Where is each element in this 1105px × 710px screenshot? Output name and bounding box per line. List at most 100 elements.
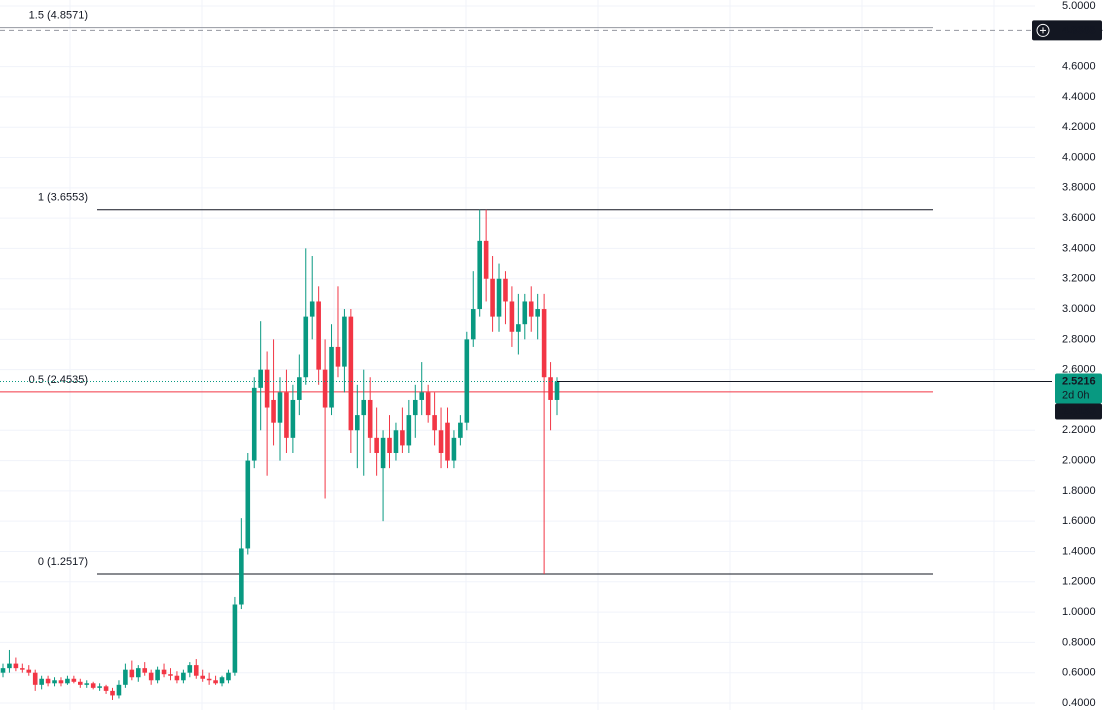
candle-body (271, 399, 276, 423)
candle-body (412, 399, 418, 416)
candle-body (355, 415, 360, 431)
candle-body (496, 278, 502, 317)
candle-body (116, 684, 122, 696)
candle-body (206, 678, 212, 681)
candle-body (522, 301, 528, 325)
candle-body (20, 668, 25, 670)
y-tick-label: 1.6000 (1062, 515, 1096, 527)
candle-body (90, 683, 96, 688)
candle-body (258, 369, 263, 388)
candle-body (0, 668, 6, 673)
y-tick-label: 4.6000 (1062, 61, 1096, 73)
candle-body (239, 548, 244, 605)
candle-body (65, 678, 70, 684)
candle-body (187, 665, 193, 673)
candle-body (168, 674, 173, 676)
candle-body (503, 278, 508, 302)
candle-body (477, 240, 482, 310)
candle-body (264, 369, 270, 408)
y-tick-label: 1.2000 (1062, 576, 1096, 588)
y-tick-label: 3.4000 (1062, 242, 1096, 254)
last-price: 2.5216 (1062, 375, 1096, 387)
candle-body (367, 399, 373, 438)
candle-body (483, 240, 489, 279)
y-tick-label: 1.0000 (1062, 606, 1096, 618)
y-tick-label: 2.2000 (1062, 424, 1096, 436)
candle-body (32, 672, 38, 685)
candle-body (548, 377, 553, 400)
candle-body (348, 316, 354, 431)
y-tick-label: 3.8000 (1062, 182, 1096, 194)
candle-body (329, 346, 334, 408)
candle-body (155, 669, 160, 681)
candle-body (219, 677, 225, 684)
candle-body (97, 686, 102, 688)
y-tick-label: 3.2000 (1062, 273, 1096, 285)
candle-body (309, 301, 315, 317)
candle-body (45, 678, 51, 684)
candle-body (181, 672, 186, 681)
candle-body (213, 680, 218, 684)
candle-body (393, 430, 399, 453)
candle-body (174, 675, 180, 681)
plus-icon (1036, 23, 1050, 37)
candle-body (251, 387, 257, 461)
candle-body (71, 678, 77, 682)
candle-body (297, 377, 302, 400)
second-price-box (1055, 403, 1102, 420)
candle-body (103, 686, 109, 691)
crosshair-label-box (1032, 20, 1102, 41)
candle-body (516, 324, 521, 332)
y-tick-label: 0.8000 (1062, 636, 1096, 648)
candle-body (110, 690, 115, 696)
y-tick-label: 3.6000 (1062, 212, 1096, 224)
candle-body (438, 430, 444, 453)
candle-body (554, 381, 560, 400)
y-tick-label: 1.4000 (1062, 545, 1096, 557)
candle-body (432, 415, 437, 431)
candle-body (470, 309, 476, 340)
candle-body (142, 668, 148, 673)
candle-body (380, 437, 386, 469)
y-tick-label: 2.6000 (1062, 364, 1096, 376)
y-tick-label: 0.6000 (1062, 667, 1096, 679)
candle-body (232, 604, 238, 673)
candle-body (361, 399, 367, 416)
candle-body (84, 683, 90, 685)
y-tick-label: 0.4000 (1062, 697, 1096, 709)
y-tick-label: 5.0000 (1062, 0, 1096, 12)
candle-body (129, 669, 135, 678)
candle-body (52, 680, 57, 684)
candle-body (387, 437, 392, 453)
candle-body (148, 672, 154, 681)
fib-label: 0.5 (2.4535) (29, 374, 88, 386)
candle-body (535, 309, 540, 317)
candle-body (303, 316, 309, 378)
candle-body (464, 339, 470, 423)
countdown: 2d 0h (1062, 389, 1090, 401)
candle-body (123, 669, 128, 685)
fib-label: 0 (1.2517) (38, 556, 88, 568)
candle-body (425, 392, 431, 416)
candle-body (509, 301, 515, 332)
candle-body (541, 309, 547, 378)
candle-body (200, 675, 205, 679)
y-tick-label: 4.4000 (1062, 91, 1096, 103)
candle-body (284, 392, 289, 438)
candle-body (342, 316, 347, 367)
y-tick-label: 4.0000 (1062, 151, 1096, 163)
y-tick-label: 1.8000 (1062, 485, 1096, 497)
candle-body (451, 437, 457, 461)
second-price: 2.5153 (1062, 405, 1096, 417)
candle-body (26, 669, 32, 673)
last-price-box (1055, 373, 1102, 404)
candle-body (458, 422, 463, 438)
fib-label: 1 (3.6553) (38, 192, 88, 204)
y-tick-label: 3.0000 (1062, 303, 1096, 315)
candle-body (322, 369, 328, 408)
candle-body (528, 301, 534, 317)
candle-body (290, 399, 296, 438)
candle-body (13, 663, 19, 669)
candle-body (161, 669, 167, 675)
